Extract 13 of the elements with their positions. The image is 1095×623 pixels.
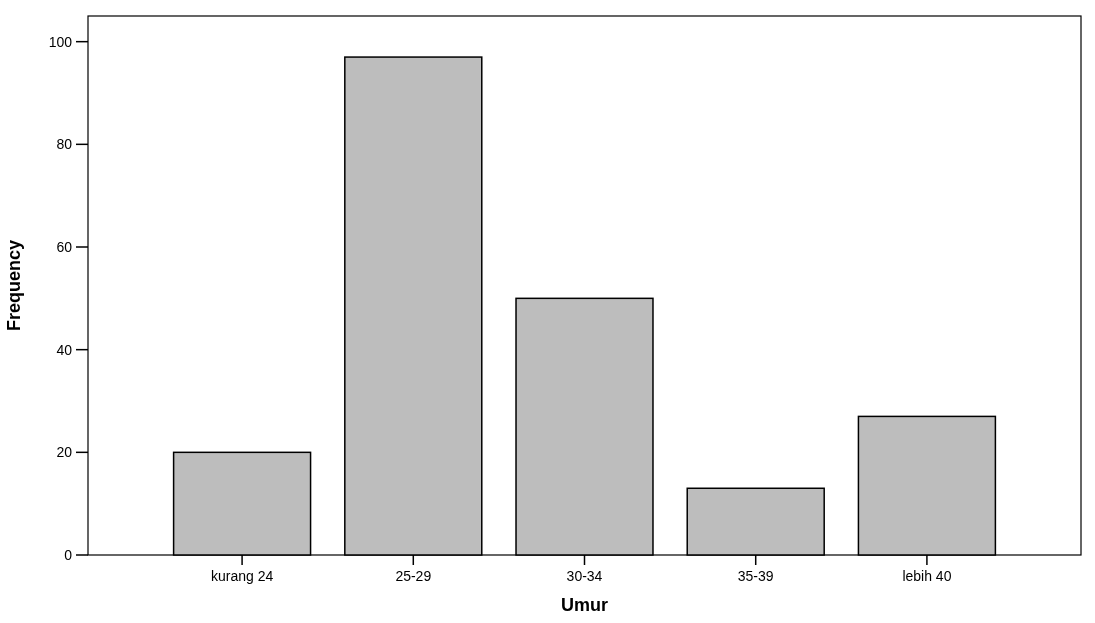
x-tick-label: kurang 24 <box>210 568 274 584</box>
y-axis-title: Frequency <box>4 239 24 332</box>
x-tick-label: 35-39 <box>737 568 774 584</box>
x-axis-title: Umur <box>560 595 609 615</box>
x-tick-label: 25-29 <box>395 568 432 584</box>
y-tick-label: 0 <box>64 546 73 563</box>
y-tick-label: 100 <box>48 33 73 50</box>
y-tick-label: 40 <box>56 341 73 358</box>
x-tick-label: 30-34 <box>566 568 603 584</box>
y-tick-label: 20 <box>56 444 73 461</box>
x-tick-label: lebih 40 <box>902 568 952 584</box>
y-tick-label: 60 <box>56 238 73 255</box>
y-tick-label: 80 <box>56 136 73 153</box>
